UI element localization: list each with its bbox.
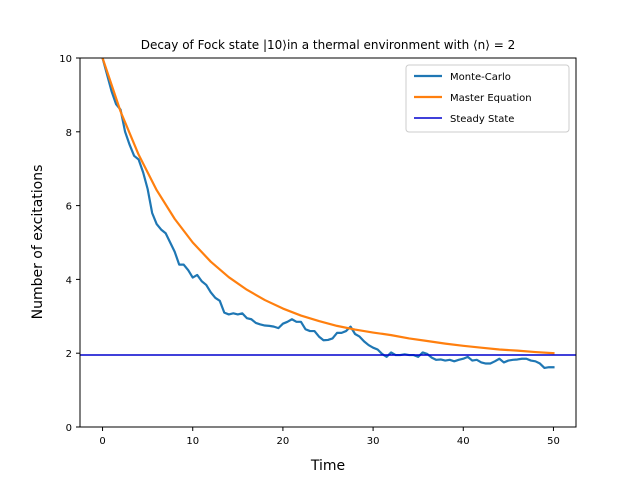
x-axis-title: Time (310, 458, 345, 474)
x-tick-label: 30 (367, 436, 380, 447)
y-tick-label: 10 (59, 54, 72, 65)
axes: 0 10 20 30 40 50 0 2 4 6 8 10 (59, 54, 577, 447)
series-group (80, 58, 576, 370)
legend-box (405, 64, 570, 133)
x-tick-label: 10 (186, 436, 199, 447)
series-monte-carlo (101, 58, 555, 370)
y-tick-label: 2 (66, 349, 72, 360)
series-master-equation (101, 58, 555, 355)
legend-label: Monte-Carlo (450, 72, 511, 83)
plot-frame (79, 57, 577, 428)
chart-title: Decay of Fock state |10⟩in a thermal env… (141, 38, 516, 52)
y-tick-label: 8 (66, 128, 72, 139)
y-tick-label: 0 (66, 423, 72, 434)
legend-label: Master Equation (450, 93, 532, 104)
plot-area (80, 58, 576, 370)
x-tick-label: 20 (277, 436, 290, 447)
y-tick-label: 6 (66, 202, 72, 213)
y-tick-label: 4 (66, 275, 72, 286)
x-tick-label: 0 (99, 436, 105, 447)
legend-label: Steady State (450, 114, 514, 125)
x-tick-label: 50 (547, 436, 560, 447)
y-axis-title: Number of excitations (30, 165, 46, 320)
legend: Monte-Carlo Master Equation Steady State (405, 64, 570, 133)
x-tick-label: 40 (457, 436, 470, 447)
